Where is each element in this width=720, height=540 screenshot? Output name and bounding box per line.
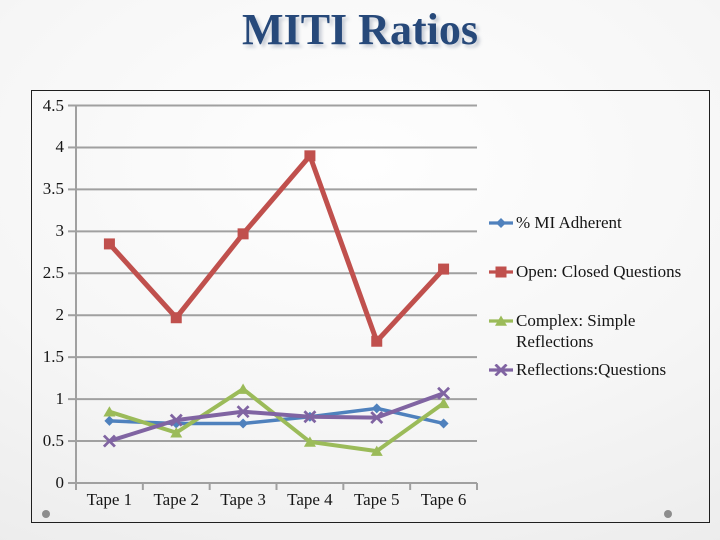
- y-tick-label: 2.5: [42, 263, 64, 283]
- y-tick-label: 1.5: [42, 347, 64, 367]
- chart-area: 4.5 4 3.5 3 2.5 2 1.5 1 0.5 0 Tape 1 Tape 2 Tape 3 T…: [31, 90, 710, 523]
- plot-svg: [68, 104, 478, 490]
- line-square-marker-icon: [489, 266, 513, 278]
- legend-item-complex-simple-reflections: Complex: Simple Reflections: [489, 310, 701, 352]
- y-tick-label: 2: [55, 305, 65, 325]
- line-triangle-marker-icon: [489, 315, 513, 326]
- y-tick-label: 0: [55, 473, 65, 492]
- y-tick-label: 4.5: [42, 95, 64, 115]
- legend-item-reflections-questions: Reflections:Questions: [489, 359, 701, 380]
- legend-label: % MI Adherent: [516, 213, 622, 232]
- x-tick-label: Tape 6: [420, 490, 467, 509]
- y-tick-label: 0.5: [42, 431, 64, 451]
- y-tick-label: 3: [55, 221, 65, 241]
- x-tick-label: Tape 2: [153, 490, 200, 509]
- x-tick-label: Tape 1: [86, 490, 133, 509]
- legend-item-mi-adherent: % MI Adherent: [489, 212, 701, 233]
- page-title: MITI Ratios: [242, 5, 478, 54]
- y-tick-label: 1: [55, 389, 65, 409]
- legend-label: Reflections:Questions: [516, 360, 667, 379]
- y-tick-label: 3.5: [42, 179, 64, 199]
- x-tick-label: Tape 5: [353, 490, 400, 509]
- line-x-marker-icon: [489, 364, 513, 376]
- legend-label: Complex: Simple Reflections: [516, 311, 636, 351]
- x-tick-label: Tape 4: [287, 490, 333, 509]
- slide-decoration-dot-right: [664, 510, 672, 518]
- slide-decoration-dot-left: [42, 510, 50, 518]
- legend-item-open-closed-questions: Open: Closed Questions: [489, 261, 701, 282]
- x-tick-label: Tape 3: [220, 490, 266, 509]
- line-diamond-marker-icon: [489, 218, 513, 228]
- y-tick-label: 4: [55, 137, 65, 157]
- legend-label: Open: Closed Questions: [516, 262, 682, 281]
